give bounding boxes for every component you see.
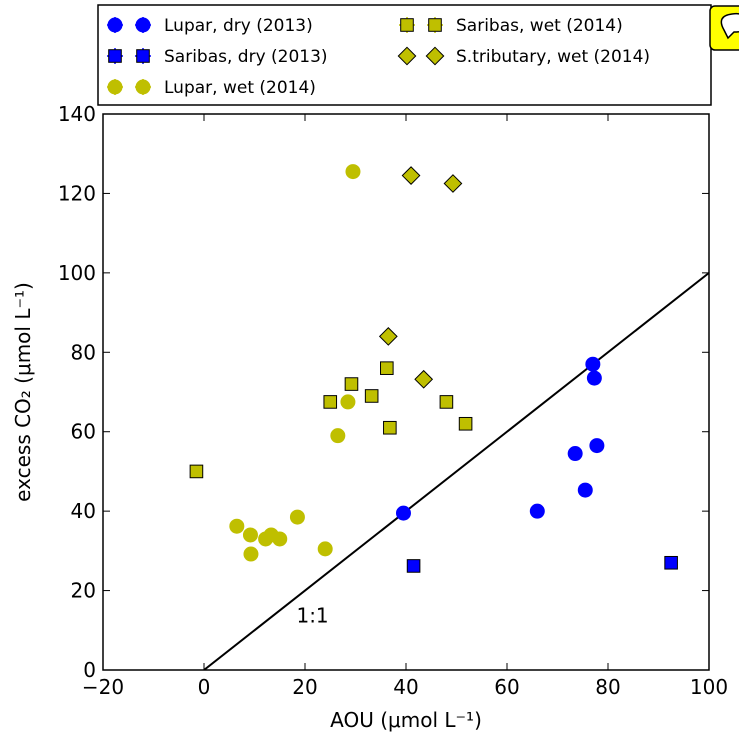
data-point-series-0 xyxy=(577,482,593,498)
legend-marker xyxy=(107,17,123,33)
legend-label: Saribas, dry (2013) xyxy=(164,47,328,67)
y-tick-label: 20 xyxy=(71,579,96,603)
data-point-series-1 xyxy=(664,555,678,570)
y-tick-label: 140 xyxy=(58,102,96,126)
data-point-series-2 xyxy=(345,164,361,180)
legend-marker xyxy=(135,17,151,33)
data-point-series-2 xyxy=(242,527,258,543)
annotations: 1:1 xyxy=(296,603,328,627)
legend-label: Lupar, dry (2013) xyxy=(164,16,313,36)
x-tick-label: 0 xyxy=(198,675,211,699)
data-point-series-0 xyxy=(567,446,583,462)
one-to-one-line xyxy=(203,272,709,670)
legend-label: Lupar, wet (2014) xyxy=(164,78,316,98)
legend-item: Lupar, dry (2013) xyxy=(107,16,313,36)
legend-marker xyxy=(428,18,442,32)
legend-item: Lupar, wet (2014) xyxy=(107,78,316,98)
data-point-series-1 xyxy=(406,559,421,573)
data-point-series-3 xyxy=(344,377,359,391)
y-tick-label: 120 xyxy=(58,181,96,205)
y-tick-label: 0 xyxy=(83,658,96,682)
data-point-series-2 xyxy=(289,509,305,525)
x-tick-label: 60 xyxy=(494,675,519,699)
data-point-series-3 xyxy=(380,361,394,375)
y-tick-label: 60 xyxy=(71,420,96,444)
legend-marker xyxy=(425,46,445,66)
data-point-series-3 xyxy=(189,464,204,479)
line-annotation: 1:1 xyxy=(296,603,328,627)
legend-marker xyxy=(135,79,151,95)
data-point-series-3 xyxy=(364,389,379,403)
data-point-series-2 xyxy=(229,518,245,534)
legend-marker xyxy=(107,79,123,95)
data-point-series-0 xyxy=(585,356,601,372)
speech-bubble-icon[interactable] xyxy=(709,5,739,51)
legend-label: Saribas, wet (2014) xyxy=(456,16,623,36)
data-point-series-3 xyxy=(323,395,338,409)
data-point-series-2 xyxy=(272,531,288,547)
data-point-series-2 xyxy=(340,394,356,410)
data-point-series-4 xyxy=(378,327,398,346)
legend: Lupar, dry (2013) Saribas, dry (2013) Lupa… xyxy=(97,4,712,106)
data-point-series-0 xyxy=(586,370,602,386)
legend-item: Saribas, dry (2013) xyxy=(107,47,328,67)
data-point-series-2 xyxy=(330,428,346,444)
x-tick-label: 20 xyxy=(292,675,317,699)
x-tick-label: −20 xyxy=(82,675,124,699)
reference-line-layer xyxy=(203,272,709,670)
legend-marker xyxy=(400,18,414,32)
data-point-series-0 xyxy=(529,503,545,519)
y-tick-label: 100 xyxy=(58,261,96,285)
legend-marker xyxy=(136,49,150,63)
data-point-series-2 xyxy=(243,546,259,562)
x-tick-label: 100 xyxy=(690,675,728,699)
data-point-series-3 xyxy=(439,395,454,409)
x-axis-label: AOU (μmol L⁻¹) xyxy=(330,708,482,732)
x-tick-label: 80 xyxy=(595,675,620,699)
data-points xyxy=(189,164,678,573)
data-point-series-3 xyxy=(458,416,473,431)
legend-marker xyxy=(108,49,122,63)
legend-marker xyxy=(397,46,417,66)
y-tick-label: 40 xyxy=(71,499,96,523)
data-point-series-4 xyxy=(443,174,463,193)
plot-area xyxy=(102,113,710,671)
data-point-series-3 xyxy=(383,420,397,435)
data-point-series-2 xyxy=(317,541,333,557)
data-point-series-4 xyxy=(401,166,421,185)
legend-label: S.tributary, wet (2014) xyxy=(456,47,650,67)
data-point-series-0 xyxy=(589,438,605,454)
y-axis-label: excess CO₂ (μmol L⁻¹) xyxy=(11,282,35,502)
data-point-series-4 xyxy=(414,369,434,389)
legend-item: Saribas, wet (2014) xyxy=(399,16,623,36)
data-point-series-0 xyxy=(395,505,411,521)
x-tick-label: 40 xyxy=(393,675,418,699)
legend-item: S.tributary, wet (2014) xyxy=(397,46,650,67)
y-tick-label: 80 xyxy=(71,340,96,364)
